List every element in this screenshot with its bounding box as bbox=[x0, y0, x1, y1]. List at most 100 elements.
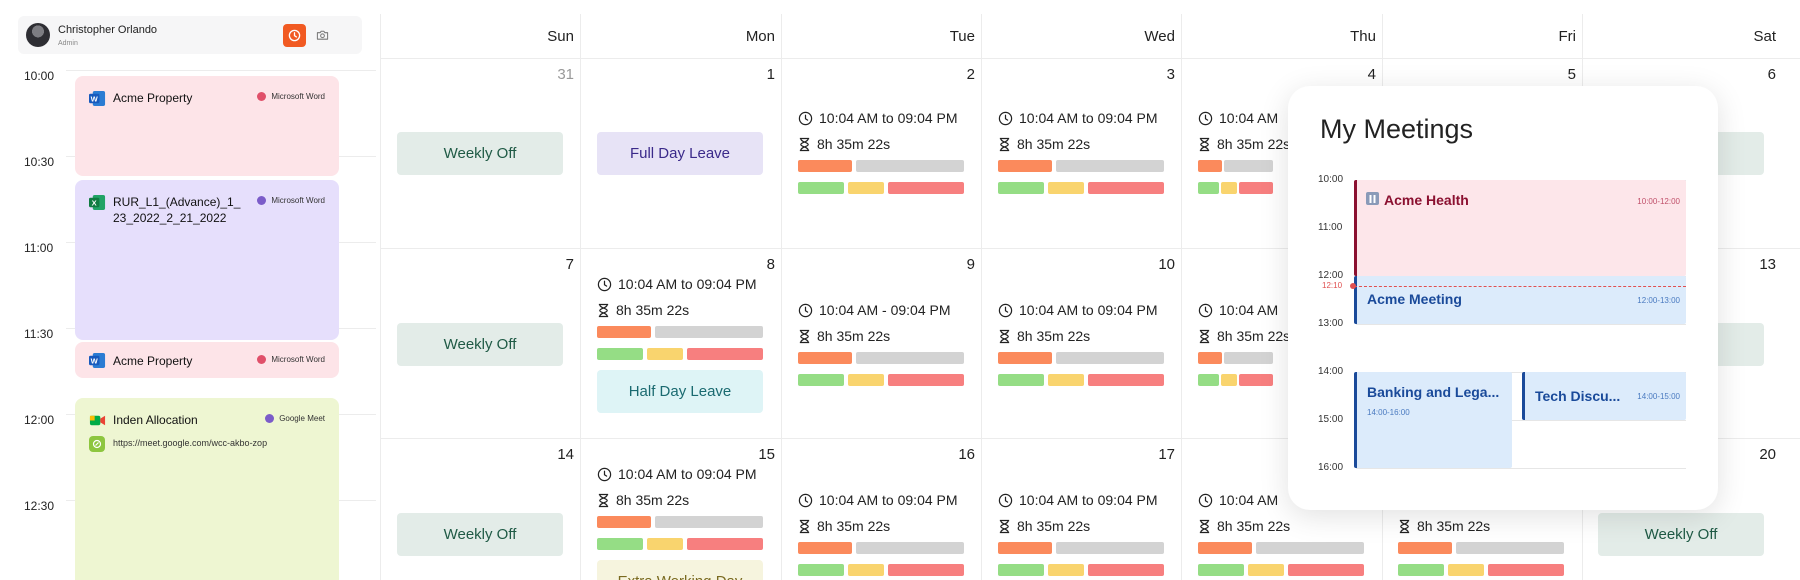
timeline-time-label: 11:30 bbox=[24, 327, 54, 341]
date-cell[interactable]: 1 bbox=[766, 66, 775, 83]
duration: 8h 35m 22s bbox=[998, 518, 1090, 534]
activity-bar bbox=[1238, 374, 1273, 386]
date-cell[interactable]: 31 bbox=[557, 66, 574, 83]
timeline-time-label: 10:00 bbox=[24, 69, 55, 83]
duration: 8h 35m 22s bbox=[798, 136, 890, 152]
user-card[interactable]: Christopher Orlando Admin bbox=[18, 16, 362, 54]
date-cell[interactable]: 13 bbox=[1759, 256, 1776, 273]
timeline-grid-line bbox=[66, 70, 376, 71]
clock-icon bbox=[597, 467, 612, 481]
timeline-time-label: 10:30 bbox=[24, 155, 55, 169]
activity-bar bbox=[597, 348, 643, 360]
duration: 8h 35m 22s bbox=[1198, 518, 1290, 534]
time-range-text: 10:04 AM to 09:04 PM bbox=[1019, 302, 1158, 318]
time-range: 10:04 AM to 09:04 PM bbox=[798, 492, 958, 508]
time-range-text: 10:04 AM - 09:04 PM bbox=[819, 302, 951, 318]
timeline-event[interactable]: W Acme Property Microsoft Word bbox=[75, 76, 339, 176]
activity-bar bbox=[1288, 564, 1364, 576]
time-range-text: 10:04 AM bbox=[1219, 110, 1279, 126]
meeting-block[interactable]: Acme Meeting 12:00-13:00 bbox=[1354, 276, 1686, 324]
date-cell[interactable]: 8 bbox=[766, 256, 775, 273]
google-meet-icon bbox=[89, 415, 106, 426]
timeline-event[interactable]: W Acme Property Microsoft Word bbox=[75, 342, 339, 378]
day-header-wed: Wed bbox=[1144, 28, 1175, 45]
activity-bar bbox=[888, 374, 964, 386]
clock-icon bbox=[288, 29, 301, 42]
user-role: Admin bbox=[58, 40, 78, 47]
extra-working-day-badge: Extra Working Day bbox=[597, 560, 763, 580]
hourglass-icon bbox=[1199, 519, 1210, 533]
activity-bar bbox=[1220, 182, 1237, 194]
time-range: 10:04 AM to 09:04 PM bbox=[998, 110, 1158, 126]
date-cell[interactable]: 3 bbox=[1166, 66, 1175, 83]
date-cell[interactable]: 2 bbox=[966, 66, 975, 83]
timeline-event[interactable]: Inden Allocation Google Meet https://mee… bbox=[75, 398, 339, 580]
hourglass-icon bbox=[799, 329, 810, 343]
day-header-mon: Mon bbox=[745, 28, 775, 45]
avatar[interactable] bbox=[26, 23, 50, 47]
hourglass-icon bbox=[999, 137, 1010, 151]
day-header-sun: Sun bbox=[547, 28, 574, 45]
date-cell[interactable]: 16 bbox=[958, 446, 975, 463]
meeting-block[interactable]: Tech Discu... 14:00-15:00 bbox=[1522, 372, 1686, 420]
duration-text: 8h 35m 22s bbox=[817, 136, 891, 152]
timeline-event[interactable]: X RUR_L1_(Advance)_1_23_2022_2_21_2022 M… bbox=[75, 180, 339, 340]
activity-bar bbox=[798, 542, 852, 554]
activity-bar bbox=[798, 182, 844, 194]
timeline-time-label: 12:00 bbox=[24, 413, 55, 427]
word-icon: W bbox=[89, 90, 106, 107]
time-range-text: 10:04 AM to 09:04 PM bbox=[618, 276, 757, 292]
meeting-time-label: 11:00 bbox=[1318, 222, 1343, 233]
clock-icon bbox=[998, 111, 1013, 125]
event-app-name: Microsoft Word bbox=[271, 355, 325, 364]
hourglass-icon bbox=[1399, 519, 1410, 533]
time-range: 10:04 AM to 09:04 PM bbox=[597, 276, 757, 292]
date-cell[interactable]: 6 bbox=[1767, 66, 1776, 83]
time-range: 10:04 AM to 09:04 PM bbox=[798, 110, 958, 126]
grid-line bbox=[380, 248, 1800, 249]
event-title: Acme Property bbox=[113, 91, 193, 105]
app-dot bbox=[257, 196, 267, 205]
duration-text: 8h 35m 22s bbox=[1217, 136, 1291, 152]
camera-button[interactable] bbox=[311, 24, 333, 46]
date-cell[interactable]: 15 bbox=[758, 446, 775, 463]
duration: 8h 35m 22s bbox=[597, 492, 689, 508]
date-cell[interactable]: 20 bbox=[1759, 446, 1776, 463]
word-icon: W bbox=[89, 352, 106, 369]
activity-bar bbox=[1198, 374, 1219, 386]
date-cell[interactable]: 10 bbox=[1158, 256, 1175, 273]
time-range: 10:04 AM bbox=[1198, 302, 1278, 318]
duration: 8h 35m 22s bbox=[1398, 518, 1490, 534]
user-name: Christopher Orlando bbox=[58, 24, 158, 36]
activity-bar bbox=[998, 182, 1044, 194]
date-cell[interactable]: 4 bbox=[1367, 66, 1376, 83]
grid-line bbox=[1356, 324, 1686, 325]
activity-bar bbox=[597, 516, 651, 528]
activity-bar bbox=[1048, 374, 1084, 386]
duration: 8h 35m 22s bbox=[998, 328, 1090, 344]
activity-bar bbox=[888, 564, 964, 576]
grid-line bbox=[580, 14, 581, 580]
date-cell[interactable]: 9 bbox=[966, 256, 975, 273]
date-cell[interactable]: 17 bbox=[1158, 446, 1175, 463]
activity-bar bbox=[1088, 564, 1164, 576]
duration: 8h 35m 22s bbox=[1198, 328, 1290, 344]
date-cell[interactable]: 7 bbox=[565, 256, 574, 273]
time-range-text: 10:04 AM to 09:04 PM bbox=[1019, 110, 1158, 126]
grid-line bbox=[380, 14, 381, 580]
meeting-block[interactable]: Acme Health 10:00-12:00 bbox=[1354, 180, 1686, 276]
pause-icon bbox=[1366, 192, 1379, 205]
meeting-link[interactable]: https://meet.google.com/wcc-akbo-zop bbox=[113, 438, 268, 448]
meeting-time-label: 15:00 bbox=[1318, 414, 1344, 425]
clock-icon bbox=[798, 111, 813, 125]
activity-bar bbox=[888, 182, 964, 194]
date-cell[interactable]: 14 bbox=[557, 446, 574, 463]
activity-bar bbox=[1224, 352, 1273, 364]
meeting-block[interactable]: Banking and Lega... 14:00-16:00 bbox=[1354, 372, 1512, 468]
activity-bar bbox=[687, 348, 763, 360]
date-cell[interactable]: 5 bbox=[1567, 66, 1576, 83]
meeting-title: Banking and Lega... bbox=[1367, 384, 1500, 400]
timer-button[interactable] bbox=[283, 24, 306, 47]
hourglass-icon bbox=[1199, 137, 1210, 151]
event-title: Acme Property bbox=[113, 354, 193, 368]
